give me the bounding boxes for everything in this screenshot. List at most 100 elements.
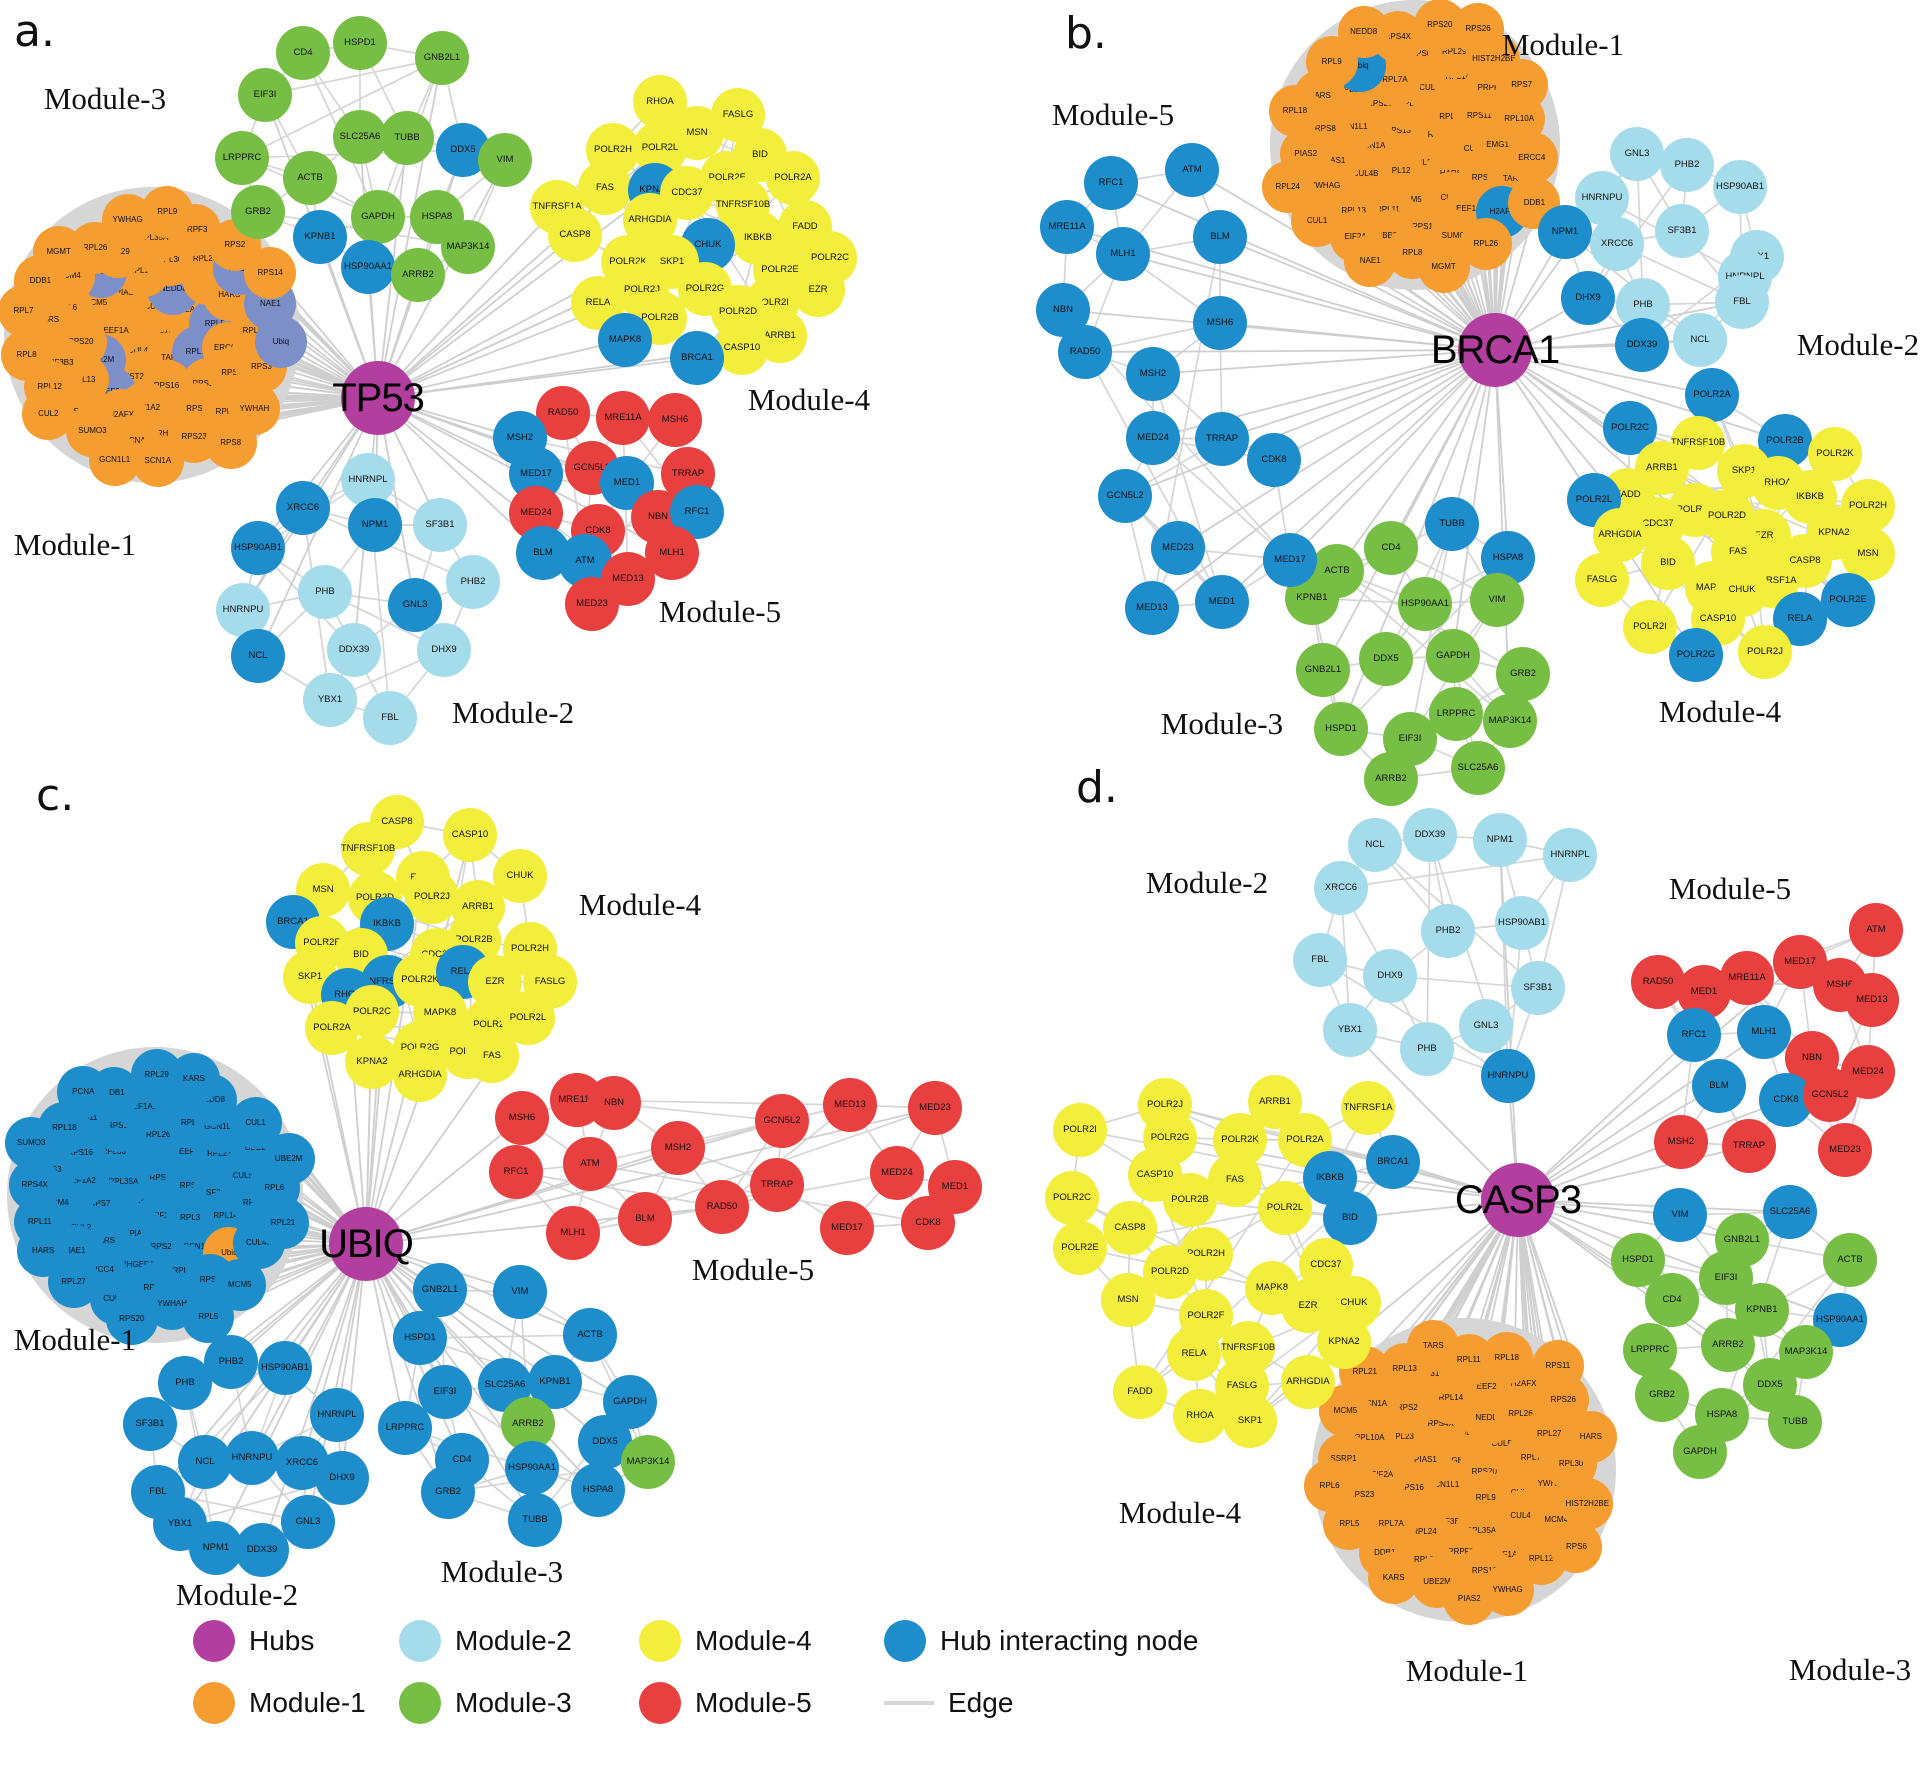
node-label: EEF1A <box>103 326 129 336</box>
node-label: RPS26 <box>1550 1394 1576 1404</box>
node-SKP1: SKP1 <box>1223 1394 1277 1448</box>
node-RPS20: RPS20 <box>105 1293 158 1346</box>
node-label: RPL35A <box>108 1176 139 1186</box>
node-CASP10: CASP10 <box>715 321 769 375</box>
node-label: POLR2F <box>1676 504 1714 516</box>
legend-item-edge: Edge <box>884 1687 1013 1719</box>
module-label-c-module-1: Module-1 <box>13 1322 137 1357</box>
node-label: RPS13 <box>1385 125 1411 135</box>
node-label: RPS20 <box>68 337 94 347</box>
node-RPS6: RPS6 <box>1550 1521 1603 1574</box>
node-label: MED17 <box>1274 554 1306 566</box>
node-RPL8: RPL8 <box>0 328 53 381</box>
node-ATM: ATM <box>1849 903 1903 957</box>
node-EIF3I: EIF3I <box>418 1365 472 1419</box>
node-DDX5: DDX5 <box>1359 632 1413 686</box>
node-label: BID <box>353 949 369 961</box>
node-label: RPS16 <box>1398 1483 1424 1493</box>
node-label: RPS13 <box>106 1121 133 1131</box>
node-label: MAPK8 <box>608 334 642 346</box>
node-label: MGMT <box>1431 261 1456 271</box>
node-label: CASP8 <box>1114 1222 1146 1234</box>
node-DDX39: DDX39 <box>1403 808 1457 862</box>
node-label: YBX1 <box>1337 1024 1363 1036</box>
node-label: RPL18 <box>1282 106 1308 116</box>
node-label: CD4 <box>1381 542 1401 554</box>
node-label: ACTB <box>1324 565 1350 577</box>
node-label: RPS20 <box>1472 1468 1497 1476</box>
node-FBL: FBL <box>1715 275 1769 329</box>
node-POLR2E: POLR2E <box>1053 1221 1107 1275</box>
panel-letter-a: a. <box>14 6 55 57</box>
node-label: VIM <box>1488 594 1506 606</box>
node-label: MCM5 <box>83 298 108 308</box>
node-label: GRB2 <box>435 1486 461 1498</box>
node-SLC25A6: SLC25A6 <box>1451 741 1505 795</box>
node-label: HSP90AA1 <box>1815 1314 1865 1326</box>
node-label: MSN <box>312 884 334 896</box>
node-GCN5L2: GCN5L2 <box>1098 469 1152 523</box>
node-POLR2J: POLR2J <box>1738 625 1792 679</box>
node-label: RPS26 <box>1465 24 1491 34</box>
node-label: DHX9 <box>431 644 457 656</box>
node-label: POLR2E <box>1829 594 1867 606</box>
node-label: KPNB1 <box>304 231 336 243</box>
node-label: GNB2L1 <box>1723 1234 1761 1246</box>
node-label: RPS6 <box>1566 1542 1587 1552</box>
node-label: ARRB1 <box>1646 462 1678 474</box>
node-label: POLR2H <box>510 943 549 955</box>
node-label: FBL <box>381 712 399 724</box>
node-HSP90AB1: HSP90AB1 <box>258 1341 312 1395</box>
node-label: NPM1 <box>1486 834 1514 846</box>
node-label: MLH1 <box>560 1227 586 1239</box>
node-MRE11A: MRE11A <box>596 391 650 445</box>
node-label: TNFRSF10B <box>1670 437 1726 449</box>
node-label: TRRAP <box>671 468 705 480</box>
node-label: RPL35A <box>1466 1526 1497 1536</box>
node-label: HNRNPU <box>231 1452 273 1464</box>
node-label: HSPA8 <box>582 1484 614 1496</box>
node-label: DDX39 <box>246 1544 278 1556</box>
node-HSP90AA1: HSP90AA1 <box>505 1441 559 1495</box>
node-XRCC6: XRCC6 <box>276 481 330 535</box>
node-YBX1: YBX1 <box>1323 1003 1377 1057</box>
node-NCL: NCL <box>231 629 285 683</box>
node-label: MED17 <box>831 1222 863 1234</box>
legend-item-hubs: Hubs <box>193 1620 314 1662</box>
node-label: CDK8 <box>1773 1094 1799 1106</box>
node-label: RPL5 <box>1339 1518 1360 1528</box>
node-label: RPL6 <box>264 1183 285 1192</box>
node-label: NEDD8 <box>159 284 187 294</box>
node-label: POLR2J <box>624 284 660 296</box>
node-label: VIM <box>496 154 514 166</box>
panel-letter-b: b. <box>1065 8 1107 59</box>
node-label: TNFRSF1A <box>363 976 413 988</box>
node-label: MCM5 <box>1333 1406 1358 1416</box>
node-CASP8: CASP8 <box>1103 1201 1157 1255</box>
node-label: RPL23 <box>192 253 218 263</box>
node-label: RPS20 <box>1427 20 1453 30</box>
node-label: RPS7 <box>89 1199 111 1209</box>
node-label: RPL6 <box>1319 1481 1340 1491</box>
node-label: EIF2A <box>1344 231 1367 241</box>
node-label: ACTB <box>1837 1254 1863 1266</box>
node-label: TNFRSF1A <box>532 201 582 213</box>
module-label-b-module-3: Module-3 <box>1160 706 1284 741</box>
node-label: CUL4B <box>246 1237 272 1247</box>
node-label: TUBB <box>522 1514 548 1526</box>
node-label: LRPPRC <box>385 1422 425 1434</box>
node-label: POLR2D <box>1150 1266 1189 1278</box>
node-label: UBE2M <box>1423 1576 1451 1586</box>
node-HSP90AB1: HSP90AB1 <box>231 521 285 575</box>
node-label: POLR2D <box>718 306 757 318</box>
node-RPL5: RPL5 <box>182 1290 235 1343</box>
node-label: PHB <box>1633 299 1653 311</box>
node-label: GNB2L1 <box>1304 664 1342 676</box>
node-BLM: BLM <box>1193 210 1247 264</box>
node-HSPA8: HSPA8 <box>571 1463 625 1517</box>
node-POLR2A: POLR2A <box>766 151 820 205</box>
node-IKBKB: IKBKB <box>1303 1151 1357 1205</box>
node-label: NCL <box>195 1456 215 1468</box>
node-ARHGDIA: ARHGDIA <box>1281 1355 1335 1409</box>
node-label: DDB1 <box>1374 1547 1396 1557</box>
